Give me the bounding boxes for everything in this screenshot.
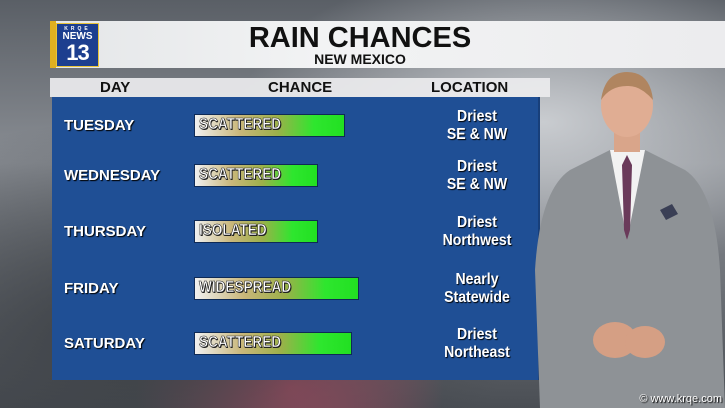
location-line-2: Statewide [444,289,510,306]
column-header-bar [50,78,550,97]
chance-bar: WIDESPREAD [194,277,359,300]
chance-label: SCATTERED [199,166,282,184]
chance-bar: SCATTERED [194,164,318,187]
location-text: Driest SE & NW [424,108,530,144]
page-subtitle: NEW MEXICO [314,51,406,67]
day-label: WEDNESDAY [64,167,161,184]
meteorologist [535,72,725,408]
logo-station: KRQE [64,26,91,32]
chance-bar: SCATTERED [194,332,352,355]
day-label: SATURDAY [64,335,145,352]
location-line-2: SE & NW [446,176,508,193]
chance-label: WIDESPREAD [199,279,292,297]
table-row: WEDNESDAY SCATTERED Driest SE & NW [52,151,540,201]
location-text: Nearly Statewide [424,271,530,307]
location-line-1: Driest [457,108,497,125]
column-day: DAY [100,79,131,96]
page-title: RAIN CHANCES [248,22,472,54]
day-label: TUESDAY [64,117,135,134]
location-text: Driest SE & NW [424,158,530,194]
column-chance: CHANCE [268,79,333,96]
watermark: © www.krqe.com [639,393,722,405]
location-text: Driest Northeast [424,326,530,362]
day-label: THURSDAY [64,223,146,240]
table-row: THURSDAY ISOLATED Driest Northwest [52,207,540,257]
logo-channel: 13 [66,40,89,65]
location-text: Driest Northwest [424,214,530,250]
banner-accent [50,21,56,68]
chance-label: ISOLATED [199,222,267,240]
location-line-1: Nearly [455,271,499,288]
chance-bar: SCATTERED [194,114,345,137]
station-logo: KRQE NEWS 13 [56,23,99,67]
column-location: LOCATION [431,79,509,96]
location-line-1: Driest [457,158,497,175]
chance-label: SCATTERED [199,334,282,352]
location-line-2: Northwest [442,232,512,249]
chance-label: SCATTERED [199,116,282,134]
location-line-1: Driest [457,214,497,231]
logo-brand: NEWS [62,31,93,42]
table-row: SATURDAY SCATTERED Driest Northeast [52,319,540,369]
chance-bar: ISOLATED [194,220,318,243]
day-label: FRIDAY [64,280,119,297]
rain-chance-table: TUESDAY SCATTERED Driest SE & NW WEDNESDAY… [52,97,540,380]
location-line-2: Northeast [444,344,510,361]
location-line-1: Driest [457,326,497,343]
title-banner [50,21,725,68]
table-row: FRIDAY WIDESPREAD Nearly Statewide [52,264,540,314]
table-row: TUESDAY SCATTERED Driest SE & NW [52,101,540,151]
location-line-2: SE & NW [446,126,508,143]
